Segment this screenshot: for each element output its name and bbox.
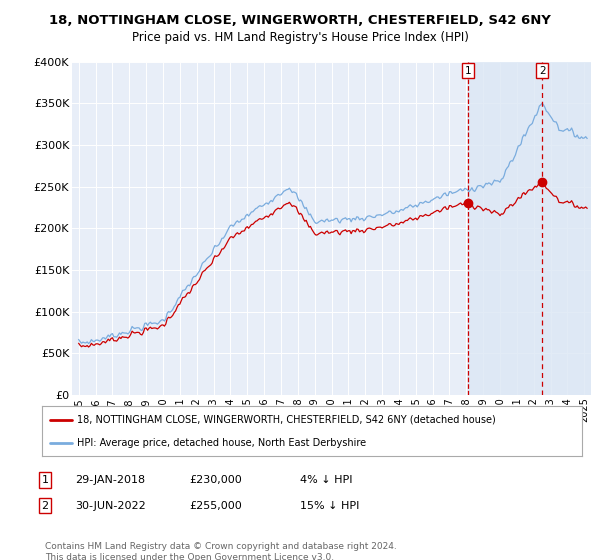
Text: HPI: Average price, detached house, North East Derbyshire: HPI: Average price, detached house, Nort…	[77, 438, 366, 448]
Text: 30-JUN-2022: 30-JUN-2022	[75, 501, 146, 511]
Bar	[467, 62, 593, 395]
Text: 29-JAN-2018: 29-JAN-2018	[75, 475, 145, 485]
Text: 2: 2	[41, 501, 49, 511]
Text: Price paid vs. HM Land Registry's House Price Index (HPI): Price paid vs. HM Land Registry's House …	[131, 31, 469, 44]
Text: 1: 1	[464, 66, 471, 76]
Text: 4% ↓ HPI: 4% ↓ HPI	[300, 475, 353, 485]
Text: 2: 2	[539, 66, 545, 76]
Text: £230,000: £230,000	[189, 475, 242, 485]
Text: Contains HM Land Registry data © Crown copyright and database right 2024.
This d: Contains HM Land Registry data © Crown c…	[45, 542, 397, 560]
Text: 1: 1	[41, 475, 49, 485]
Text: 15% ↓ HPI: 15% ↓ HPI	[300, 501, 359, 511]
Text: 18, NOTTINGHAM CLOSE, WINGERWORTH, CHESTERFIELD, S42 6NY: 18, NOTTINGHAM CLOSE, WINGERWORTH, CHEST…	[49, 14, 551, 27]
Text: 18, NOTTINGHAM CLOSE, WINGERWORTH, CHESTERFIELD, S42 6NY (detached house): 18, NOTTINGHAM CLOSE, WINGERWORTH, CHEST…	[77, 414, 496, 424]
Text: £255,000: £255,000	[189, 501, 242, 511]
